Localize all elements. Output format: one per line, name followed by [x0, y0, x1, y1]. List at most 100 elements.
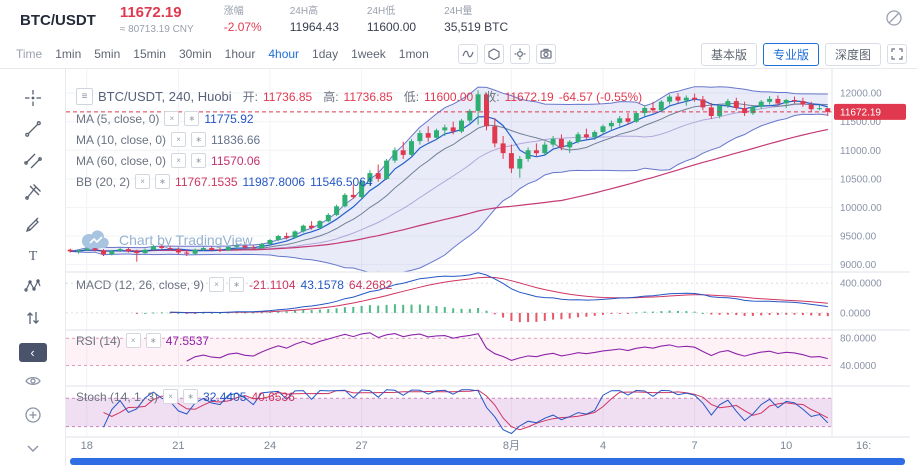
ma10-legend: MA (10, close, 0) × ∗ 11836.66 [76, 132, 260, 147]
svg-text:12000.00: 12000.00 [840, 89, 882, 100]
svg-text:9000.00: 9000.00 [840, 260, 877, 271]
ma60-value: 11570.06 [211, 153, 261, 168]
tab-depth-chart[interactable]: 深度图 [824, 42, 881, 66]
chart-tool-icons [457, 44, 556, 64]
macd-hide-icon[interactable]: × [209, 277, 225, 292]
bb-hide-icon[interactable]: × [135, 174, 151, 189]
svg-text:4: 4 [600, 440, 606, 452]
stat-low-value: 11600.00 [366, 19, 417, 34]
ma60-legend: MA (60, close, 0) × ∗ 11570.06 [76, 153, 260, 168]
svg-text:8月: 8月 [503, 440, 520, 452]
ma5-legend: MA (5, close, 0) × ∗ 11775.92 [76, 111, 254, 126]
trend-line-icon[interactable] [20, 116, 46, 141]
xabcd-pattern-icon[interactable] [20, 274, 46, 299]
bb-upper-value: 11987.8006 [242, 174, 306, 189]
chart-style-icon[interactable] [457, 44, 478, 64]
interval-15min[interactable]: 15min [133, 47, 166, 61]
interval-1day[interactable]: 1day [312, 47, 339, 61]
crosshair-icon[interactable] [20, 85, 46, 110]
price-block: 11672.19 ≈ 80713.19 CNY [120, 5, 194, 35]
settings-icon[interactable] [509, 44, 530, 64]
svg-text:10: 10 [780, 440, 792, 452]
interval-30min[interactable]: 30min [178, 47, 212, 61]
rsi-legend: RSI (14) × ∗ 47.5537 [76, 333, 209, 348]
pitchfork-icon[interactable] [20, 179, 46, 204]
interval-1mon[interactable]: 1mon [398, 47, 429, 61]
sidebar-bottom [20, 368, 46, 466]
tab-pro-version[interactable]: 专业版 [762, 42, 819, 66]
open-label: 开: [242, 90, 259, 104]
arrows-tool-icon[interactable] [20, 305, 46, 330]
ma5-hide-icon[interactable]: × [164, 111, 180, 126]
pair-name: BTC/USDT [20, 11, 96, 29]
ma60-hide-icon[interactable]: × [171, 153, 187, 168]
ma5-settings-icon[interactable]: ∗ [184, 111, 200, 126]
chevron-down-icon[interactable] [20, 436, 46, 462]
tab-basic-version[interactable]: 基本版 [700, 42, 757, 66]
drawing-tools-sidebar: T ‹ [0, 69, 66, 466]
watermark-text: Chart by TradingView [119, 231, 253, 248]
svg-text:16:: 16: [856, 440, 871, 452]
interval-toolbar: Time 1min 5min 15min 30min 1hour 4hour 1… [0, 40, 917, 69]
ma5-label: MA (5, close, 0) [76, 111, 160, 126]
ma60-settings-icon[interactable]: ∗ [191, 153, 207, 168]
svg-text:18: 18 [81, 440, 93, 452]
svg-text:80.0000: 80.0000 [840, 334, 877, 345]
svg-text:40.0000: 40.0000 [840, 361, 877, 372]
stoch-k-value: 32.4405 [203, 389, 247, 404]
ma60-label: MA (60, close, 0) [76, 153, 167, 168]
svg-text:10000.00: 10000.00 [840, 203, 882, 214]
stat-change: 涨幅 -2.07% [224, 6, 262, 34]
bb-settings-icon[interactable]: ∗ [155, 174, 171, 189]
tradingview-watermark[interactable]: Chart by TradingView [80, 230, 253, 249]
ma10-value: 11836.66 [211, 132, 261, 147]
collapse-sidebar-button[interactable]: ‹ [18, 342, 47, 363]
change-value: -64.57 (-0.55%) [558, 89, 643, 104]
svg-text:T: T [28, 249, 37, 264]
rsi-settings-icon[interactable]: ∗ [145, 333, 161, 348]
interval-4hour[interactable]: 4hour [268, 47, 300, 61]
bb-lower-value: 11546.5064 [310, 174, 373, 189]
fullscreen-icon[interactable] [887, 44, 907, 64]
macd-dif-value: 43.1578 [300, 277, 344, 292]
stat-high-value: 11964.43 [289, 19, 339, 34]
view-tabs: 基本版 专业版 深度图 [700, 42, 907, 66]
stat-volume-label: 24H量 [444, 5, 473, 17]
last-price: 11672.19 [119, 4, 182, 22]
stoch-hide-icon[interactable]: × [163, 389, 179, 404]
indicator-icon[interactable] [483, 44, 504, 64]
svg-text:11500.00: 11500.00 [840, 117, 881, 128]
open-value: 11736.85 [263, 89, 313, 104]
rsi-value: 47.5537 [165, 333, 210, 348]
macd-settings-icon[interactable]: ∗ [229, 277, 245, 292]
ma10-hide-icon[interactable]: × [171, 132, 187, 147]
interval-1hour[interactable]: 1hour [224, 47, 256, 61]
ma10-settings-icon[interactable]: ∗ [191, 132, 207, 147]
close-value: 11672.19 [504, 89, 554, 104]
legend-symbol: BTC/USDT, 240, Huobi [98, 89, 232, 104]
brush-icon[interactable] [20, 211, 46, 236]
interval-time[interactable]: Time [16, 47, 43, 61]
ma5-value: 11775.92 [204, 111, 254, 126]
interval-1week[interactable]: 1week [351, 47, 386, 61]
bb-label: BB (20, 2) [76, 174, 131, 189]
close-label: 收: [484, 90, 500, 104]
stoch-settings-icon[interactable]: ∗ [183, 389, 199, 404]
stat-volume: 24H量 35,519 BTC [444, 6, 508, 34]
stat-low: 24H低 11600.00 [367, 6, 416, 34]
legend-menu-icon[interactable]: ≡ [76, 88, 93, 105]
notifications-off-icon[interactable] [885, 9, 903, 32]
camera-icon[interactable] [535, 44, 556, 64]
tradingview-cloud-icon [81, 230, 109, 249]
parallel-channel-icon[interactable] [20, 148, 46, 173]
interval-1min[interactable]: 1min [55, 47, 82, 61]
text-tool-icon[interactable]: T [20, 242, 46, 267]
eye-icon[interactable] [20, 368, 46, 394]
stat-change-value: -2.07% [223, 19, 262, 34]
low-value: 11600.00 [424, 89, 474, 104]
zoom-in-icon[interactable] [20, 402, 46, 428]
interval-5min[interactable]: 5min [94, 47, 121, 61]
svg-text:11000.00: 11000.00 [840, 146, 881, 157]
horizontal-scrollbar[interactable] [70, 458, 905, 465]
rsi-hide-icon[interactable]: × [125, 333, 141, 348]
